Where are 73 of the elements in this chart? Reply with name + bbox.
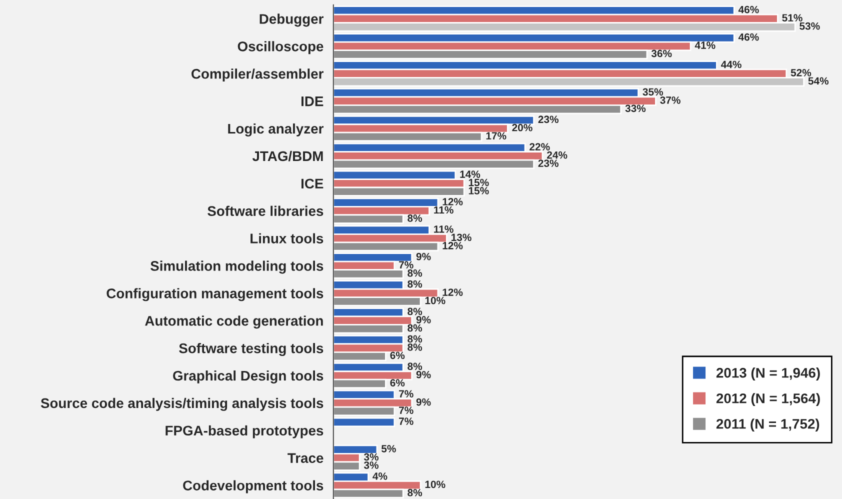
data-label: 23% bbox=[538, 160, 559, 167]
data-label: 12% bbox=[442, 288, 463, 296]
data-label: 8% bbox=[408, 335, 422, 343]
data-label: 8% bbox=[408, 308, 422, 316]
data-label: 9% bbox=[416, 252, 431, 260]
data-label: 11% bbox=[434, 206, 454, 214]
data-label: 7% bbox=[399, 406, 414, 414]
data-label: 9% bbox=[416, 370, 431, 378]
legend-label: 2013 (N = 1,946) bbox=[716, 368, 820, 380]
data-label: 37% bbox=[660, 96, 680, 104]
data-label: 7% bbox=[399, 390, 414, 398]
data-label: 11% bbox=[434, 225, 454, 233]
data-label: 13% bbox=[451, 234, 472, 242]
y-tick-label: FPGA-based prototypes bbox=[166, 425, 324, 438]
data-label: 53% bbox=[800, 22, 820, 30]
y-tick-label: Debugger bbox=[260, 14, 324, 27]
y-tick-label: Oscilloscope bbox=[238, 41, 324, 54]
data-label: 7% bbox=[399, 418, 414, 425]
data-label: 15% bbox=[468, 187, 489, 194]
data-label: 52% bbox=[790, 69, 812, 76]
data-label: 6% bbox=[390, 352, 405, 360]
data-label: 17% bbox=[486, 132, 506, 140]
data-label: 14% bbox=[460, 170, 480, 178]
data-label: 23% bbox=[538, 116, 559, 124]
legend-label: 2012 (N = 1,564) bbox=[716, 393, 820, 406]
data-label: 22% bbox=[530, 143, 550, 150]
y-tick-label: JTAG/BDM bbox=[252, 150, 323, 162]
y-tick-label: Automatic code generation bbox=[145, 316, 323, 329]
data-label: 20% bbox=[512, 124, 532, 132]
data-label: 5% bbox=[381, 445, 396, 452]
data-label: 46% bbox=[738, 33, 759, 41]
data-label: 15% bbox=[468, 178, 489, 186]
data-label: 3% bbox=[364, 461, 379, 469]
y-tick-label: Software libraries bbox=[208, 206, 324, 216]
data-label: 46% bbox=[738, 6, 759, 14]
y-tick-label: Linux tools bbox=[250, 233, 324, 244]
y-tick-label: Trace bbox=[288, 453, 324, 463]
data-label: 9% bbox=[416, 316, 431, 324]
y-tick-label: Configuration management tools bbox=[106, 288, 324, 302]
data-label: 35% bbox=[642, 88, 664, 96]
data-label: 7% bbox=[399, 261, 414, 268]
y-tick-label: Logic analyzer bbox=[228, 123, 324, 136]
data-label: 8% bbox=[408, 324, 422, 332]
data-label: 12% bbox=[442, 198, 463, 206]
data-label: 8% bbox=[408, 214, 422, 222]
data-label: 44% bbox=[721, 60, 742, 68]
y-tick-label: Simulation modeling tools bbox=[150, 260, 324, 274]
y-tick-label: Source code analysis/timing analysis tools bbox=[40, 398, 324, 411]
data-label: 3% bbox=[364, 453, 379, 461]
y-tick-label: Software testing tools bbox=[179, 343, 324, 356]
legend-label: 2011 (N = 1,752) bbox=[716, 418, 820, 432]
data-label: 8% bbox=[408, 362, 422, 370]
data-label: 8% bbox=[408, 280, 422, 288]
data-label: 10% bbox=[425, 296, 446, 304]
data-label: 36% bbox=[651, 50, 672, 58]
y-tick-label: Codevelopment tools bbox=[183, 480, 324, 494]
data-label: 51% bbox=[782, 14, 802, 22]
data-label: 8% bbox=[408, 269, 422, 277]
data-label: 4% bbox=[372, 472, 388, 480]
data-label: 33% bbox=[625, 104, 646, 112]
data-label: 8% bbox=[408, 343, 422, 351]
y-tick-label: IDE bbox=[301, 96, 324, 106]
data-label: 10% bbox=[425, 480, 446, 488]
y-tick-label: Compiler/assembler bbox=[192, 68, 324, 82]
data-label: 8% bbox=[408, 488, 422, 496]
data-label: 54% bbox=[808, 77, 829, 85]
y-tick-label: ICE bbox=[301, 178, 324, 189]
y-tick-label: Graphical Design tools bbox=[173, 370, 324, 384]
data-label: 41% bbox=[694, 42, 716, 49]
data-label: 9% bbox=[416, 398, 431, 406]
data-label: 12% bbox=[442, 242, 463, 250]
data-label: 6% bbox=[390, 379, 405, 387]
data-label: 24% bbox=[547, 151, 568, 159]
